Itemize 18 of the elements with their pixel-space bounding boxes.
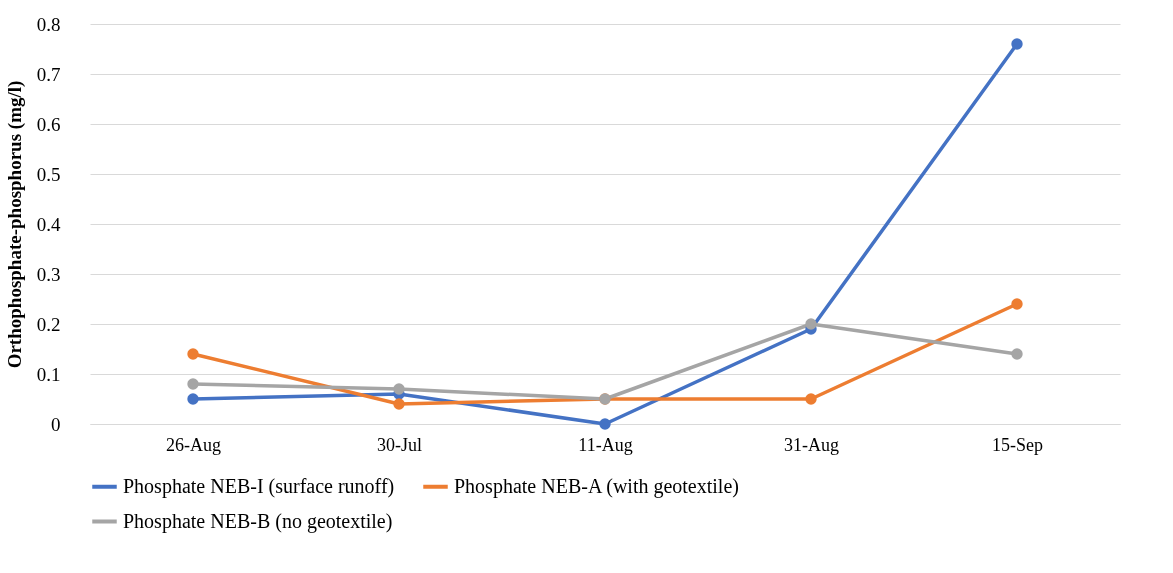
x-tick-label: 30-Jul [377,434,422,455]
y-tick-label: 0.3 [36,263,61,285]
y-tick-label: 0.7 [36,63,61,85]
y-tick-label: 0.8 [36,13,61,35]
legend-label: Phosphate NEB-A (with geotextile) [454,474,739,498]
y-tick-label: 0.1 [36,363,61,385]
y-tick-label: 0.5 [36,163,61,185]
y-tick-label: 0.6 [36,113,61,135]
legend-label: Phosphate NEB-B (no geotextile) [123,509,393,533]
y-tick-label: 0.4 [36,213,61,235]
x-tick-label: 26-Aug [166,434,221,455]
legend-label: Phosphate NEB-I (surface runoff) [123,474,395,498]
x-tick-label: 11-Aug [578,434,633,455]
y-axis-title: Orthophosphate-phosphorus (mg/l) [3,80,26,369]
x-tick-label: 31-Aug [784,434,839,455]
y-tick-label: 0.2 [36,313,61,335]
y-tick-label: 0 [51,413,61,435]
x-tick-label: 15-Sep [992,434,1043,455]
